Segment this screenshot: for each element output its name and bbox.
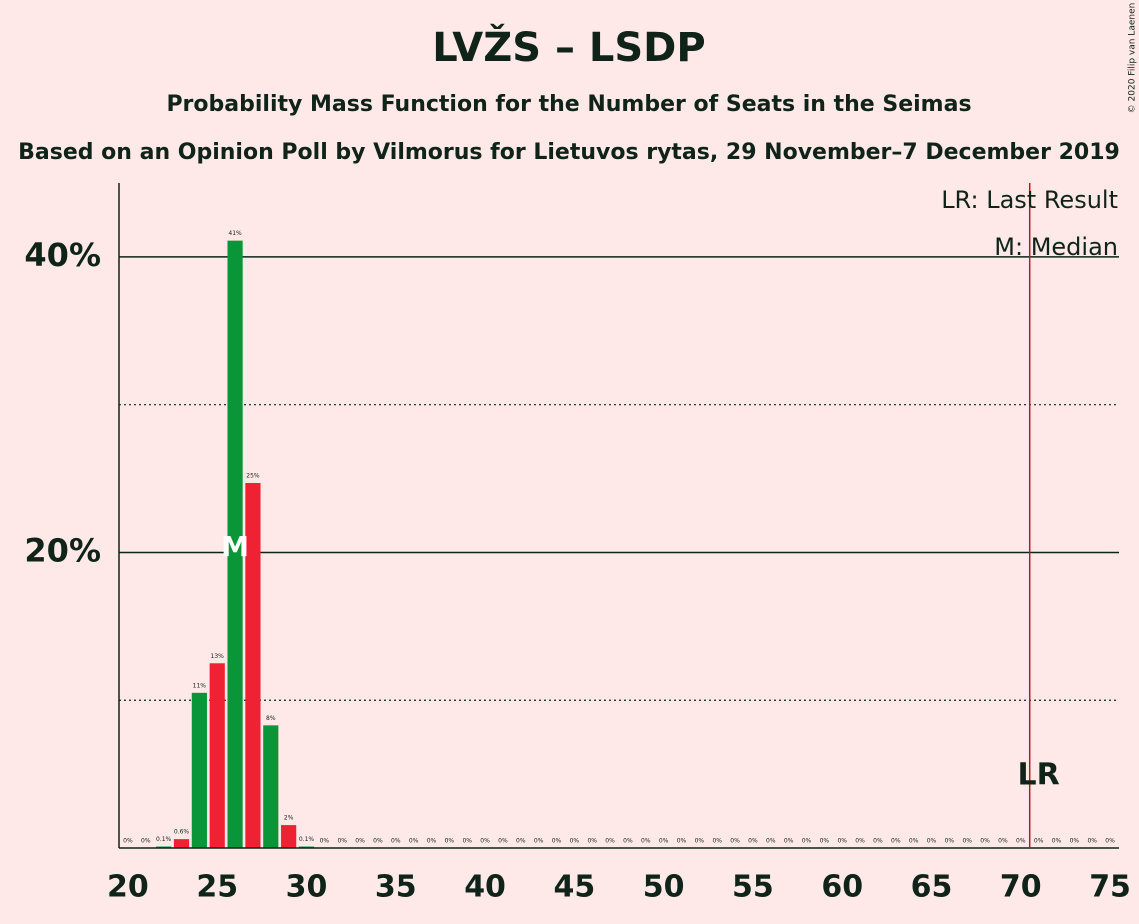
value-label: 0% [337, 838, 347, 845]
value-label: 0% [1034, 838, 1044, 845]
x-tick-label: 45 [553, 870, 595, 905]
value-label: 0% [837, 838, 847, 845]
value-label: 0% [1070, 838, 1080, 845]
chart-subtitle: Probability Mass Function for the Number… [166, 92, 971, 117]
legend-entry: M: Median [994, 233, 1118, 261]
value-label: 0% [1052, 838, 1062, 845]
value-label: 0% [570, 838, 580, 845]
value-label: 0% [391, 838, 401, 845]
value-label: 11% [193, 682, 207, 689]
value-label: 0% [1016, 838, 1026, 845]
y-tick-label: 20% [24, 531, 101, 569]
value-label: 0% [820, 838, 830, 845]
x-tick-label: 30 [286, 870, 328, 905]
value-label: 0% [927, 838, 937, 845]
value-label: 0% [373, 838, 383, 845]
value-label: 0% [480, 838, 490, 845]
value-label: 8% [266, 715, 276, 722]
value-label: 0.6% [174, 829, 190, 836]
bar [191, 692, 207, 848]
value-label: 0% [659, 838, 669, 845]
copyright: © 2020 Filip van Laenen [1128, 3, 1138, 114]
y-tick-label: 40% [24, 236, 101, 274]
value-label: 0% [998, 838, 1008, 845]
value-label: 0% [587, 838, 597, 845]
x-tick-label: 25 [196, 870, 238, 905]
bar [209, 663, 225, 848]
last-result-label: LR [1018, 758, 1060, 793]
value-label: 0% [1105, 838, 1115, 845]
chart-title: LVŽS – LSDP [432, 23, 705, 71]
value-label: 0.1% [156, 836, 172, 843]
x-tick-label: 20 [107, 870, 149, 905]
value-label: 0.1% [299, 836, 315, 843]
value-label: 0% [909, 838, 919, 845]
value-label: 0% [605, 838, 615, 845]
value-label: 0% [766, 838, 776, 845]
value-label: 0% [320, 838, 330, 845]
value-label: 0% [980, 838, 990, 845]
x-tick-label: 70 [1000, 870, 1042, 905]
value-label: 0% [945, 838, 955, 845]
value-label: 0% [355, 838, 365, 845]
chart-caption: Based on an Opinion Poll by Vilmorus for… [18, 140, 1120, 165]
value-label: 41% [228, 230, 242, 237]
value-label: 0% [748, 838, 758, 845]
value-label: 0% [677, 838, 687, 845]
value-label: 0% [695, 838, 705, 845]
value-label: 0% [123, 838, 133, 845]
x-tick-label: 50 [643, 870, 685, 905]
value-label: 0% [784, 838, 794, 845]
value-label: 25% [246, 472, 260, 479]
bar [263, 725, 279, 848]
value-label: 2% [284, 815, 294, 822]
value-label: 0% [498, 838, 508, 845]
x-tick-label: 75 [1089, 870, 1131, 905]
value-label: 0% [802, 838, 812, 845]
value-label: 0% [1087, 838, 1097, 845]
value-label: 0% [409, 838, 419, 845]
value-label: 0% [962, 838, 972, 845]
bar [227, 240, 243, 849]
value-label: 0% [641, 838, 651, 845]
median-label: M [221, 530, 249, 563]
value-label: 0% [462, 838, 472, 845]
value-label: 0% [873, 838, 883, 845]
value-label: 0% [516, 838, 526, 845]
value-label: 0% [891, 838, 901, 845]
bar [245, 482, 261, 848]
x-tick-label: 55 [732, 870, 774, 905]
value-label: 0% [445, 838, 455, 845]
value-label: 0% [623, 838, 633, 845]
value-label: 0% [427, 838, 437, 845]
legend-entry: LR: Last Result [941, 186, 1118, 214]
bar [173, 839, 190, 848]
value-label: 13% [211, 653, 225, 660]
value-label: 0% [712, 838, 722, 845]
value-label: 0% [730, 838, 740, 845]
value-label: 0% [534, 838, 544, 845]
value-label: 0% [552, 838, 562, 845]
value-label: 0% [141, 838, 151, 845]
value-label: 0% [855, 838, 865, 845]
x-tick-label: 65 [911, 870, 953, 905]
x-tick-label: 35 [375, 870, 417, 905]
x-tick-label: 60 [821, 870, 863, 905]
bar [281, 825, 297, 848]
x-tick-label: 40 [464, 870, 506, 905]
